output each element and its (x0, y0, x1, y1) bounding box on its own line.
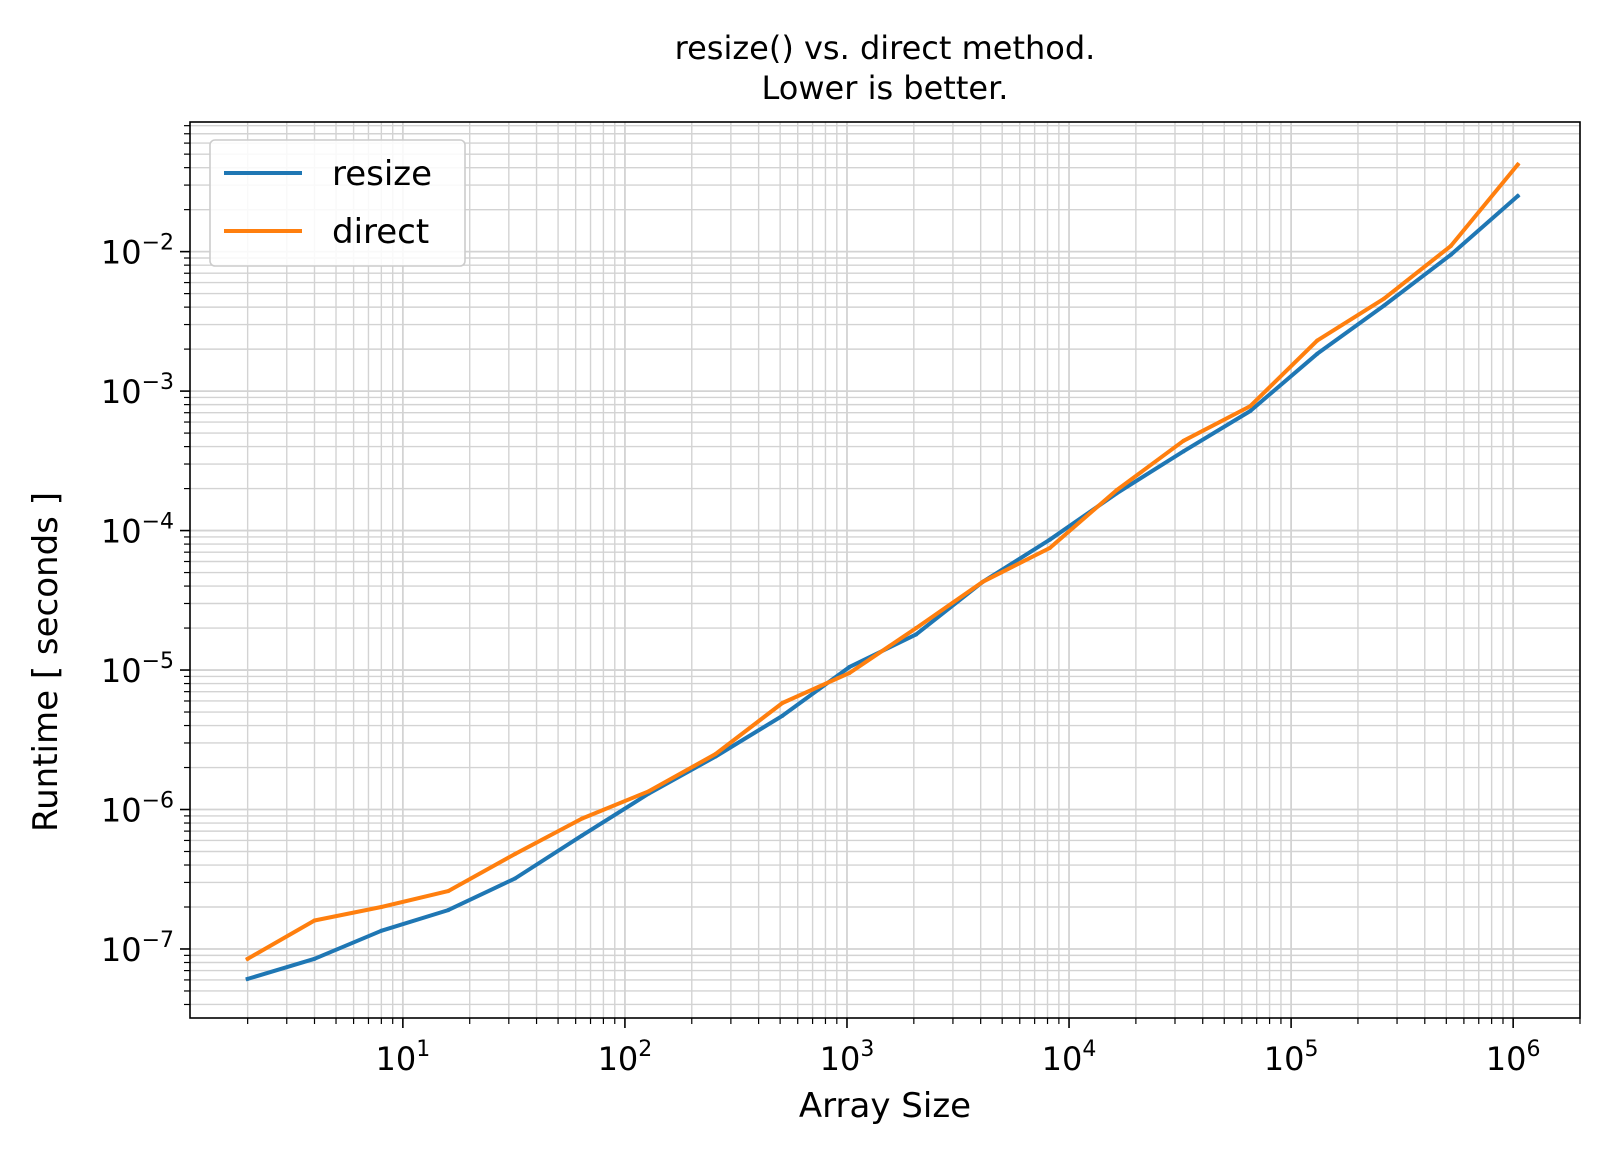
legend-label-resize: resize (332, 154, 432, 194)
data-point-direct (579, 816, 584, 821)
data-point-resize (1248, 408, 1253, 413)
series-line-direct (244, 161, 1521, 962)
data-point-direct (847, 671, 852, 676)
data-point-direct (713, 752, 718, 757)
chart-title: resize() vs. direct method. Lower is bet… (190, 28, 1580, 108)
data-point-direct (780, 701, 785, 706)
data-point-direct (914, 626, 919, 631)
data-point-direct (1515, 162, 1520, 167)
x-tick-label: 103 (820, 1037, 875, 1078)
data-point-direct (379, 904, 384, 909)
ticks-layer: 101 102 103 104 105 106 10−7 10−6 10−5 10−4 10−3 10… (101, 125, 1581, 1078)
grid-major (190, 122, 1580, 1018)
y-tick-label: 10−3 (101, 370, 174, 411)
y-tick-label: 10−5 (101, 649, 174, 690)
y-tick-label: 10−4 (101, 510, 174, 551)
data-point-resize (847, 665, 852, 670)
data-point-resize (446, 908, 451, 913)
plot-frame (189, 121, 1581, 1019)
data-point-direct (245, 956, 250, 961)
data-point-direct (513, 851, 518, 856)
data-point-resize (1047, 537, 1052, 542)
series-layer (244, 161, 1521, 982)
x-tick-label: 105 (1264, 1037, 1319, 1078)
x-tick-label: 104 (1042, 1037, 1097, 1078)
data-point-resize (579, 833, 584, 838)
data-point-direct (1448, 243, 1453, 248)
data-point-direct (312, 918, 317, 923)
y-tick-label: 10−7 (101, 928, 174, 969)
data-point-resize (1448, 252, 1453, 257)
x-tick-label: 102 (598, 1037, 653, 1078)
data-point-direct (446, 889, 451, 894)
y-axis-label: Runtime [ seconds ] (26, 492, 66, 832)
data-point-resize (513, 876, 518, 881)
data-point-direct (1181, 438, 1186, 443)
x-tick-label: 101 (376, 1037, 431, 1078)
data-point-resize (1515, 194, 1520, 199)
data-point-resize (245, 976, 250, 981)
x-axis-label: Array Size (798, 1086, 972, 1126)
data-point-resize (780, 713, 785, 718)
x-tick-label: 106 (1486, 1037, 1541, 1078)
y-tick-label: 10−6 (101, 789, 174, 830)
chart-title-line-1: resize() vs. direct method. (674, 29, 1096, 67)
data-point-resize (312, 956, 317, 961)
data-point-direct (1248, 404, 1253, 409)
data-point-resize (379, 928, 384, 933)
data-point-resize (1315, 351, 1320, 356)
data-point-direct (1382, 296, 1387, 301)
data-point-resize (914, 632, 919, 637)
plot-background (190, 122, 1580, 1018)
chart-title-line-2: Lower is better. (761, 69, 1009, 107)
data-point-direct (980, 579, 985, 584)
data-point-direct (1047, 545, 1052, 550)
y-tick-label: 10−2 (101, 231, 174, 272)
data-point-direct (1114, 488, 1119, 493)
data-point-resize (1181, 449, 1186, 454)
data-point-direct (1315, 338, 1320, 343)
legend: resize direct (209, 139, 466, 267)
data-point-resize (1382, 303, 1387, 308)
data-point-direct (646, 789, 651, 794)
legend-label-direct: direct (332, 212, 429, 252)
